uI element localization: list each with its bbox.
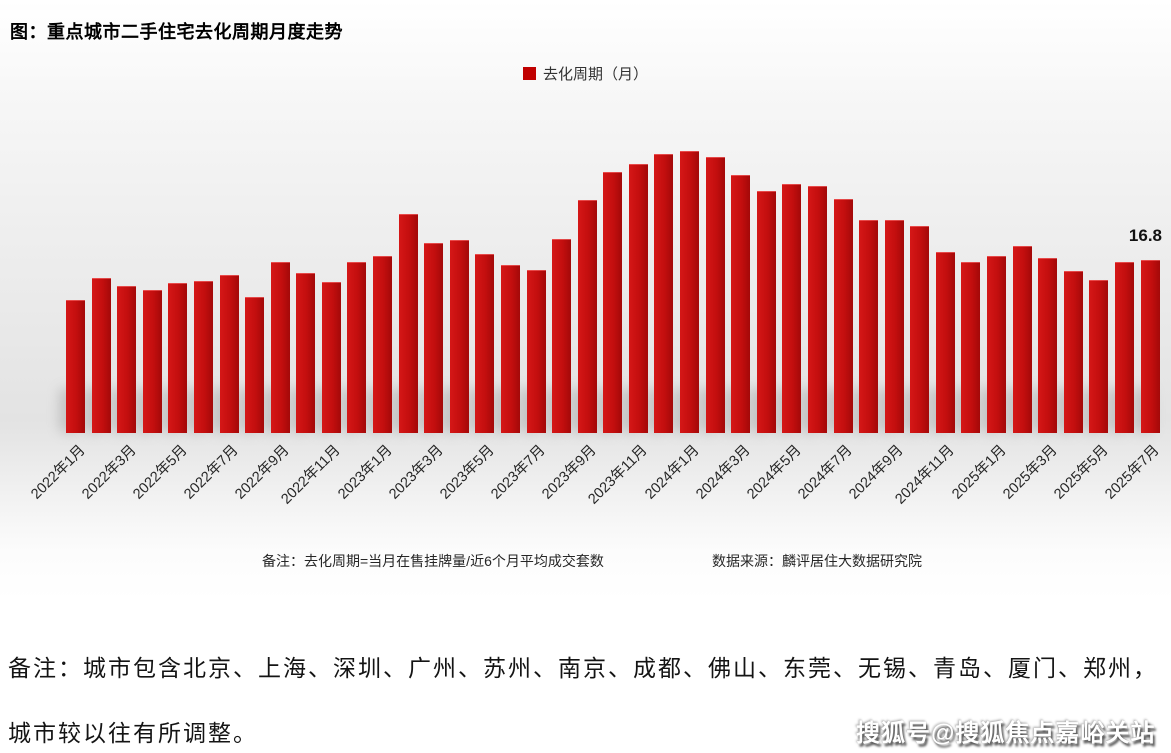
bar-2022年2月: [91, 277, 111, 433]
bar-2022年10月: [296, 272, 316, 433]
bar-2022年4月: [142, 290, 162, 433]
bar-2022年6月: [193, 280, 213, 433]
bar-2024年10月: [910, 226, 930, 433]
bar-2024年5月: [782, 184, 802, 433]
last-bar-value-label: 16.8: [1128, 226, 1162, 245]
bar-2024年11月: [935, 252, 955, 433]
destocking-cycle-chart: 图：重点城市二手住宅去化周期月度走势 去化周期（月） 2022年1月 2022年3…: [0, 0, 1171, 600]
bar-2024年9月: [884, 220, 904, 433]
bottom-note-line2: 城市较以往有所调整。: [8, 721, 258, 746]
bar-2025年1月: [987, 256, 1007, 433]
chart-footnote-source: 数据来源：麟评居住大数据研究院: [712, 553, 922, 569]
chart-footnote-formula: 备注：去化周期=当月在售挂牌量/近6个月平均成交套数: [262, 553, 604, 569]
bar-2024年7月: [833, 198, 853, 433]
bar-2022年3月: [117, 285, 137, 433]
bar-2024年4月: [756, 191, 776, 433]
bar-2023年3月: [424, 242, 444, 433]
bar-2023年11月: [628, 163, 648, 433]
bar-2024年2月: [705, 157, 725, 433]
bar-2024年3月: [731, 174, 751, 433]
bar-2023年12月: [654, 154, 674, 433]
bar-2023年10月: [603, 171, 623, 433]
bar-2024年8月: [859, 220, 879, 433]
bar-2024年6月: [807, 186, 827, 433]
legend-color-swatch: [522, 66, 536, 80]
bar-2025年7月: [1140, 260, 1160, 433]
bar-2023年8月: [552, 238, 572, 433]
legend-label: 去化周期（月）: [542, 65, 648, 83]
bar-2022年1月: [66, 300, 85, 433]
bar-2023年5月: [475, 254, 495, 433]
bar-2025年3月: [1038, 258, 1058, 433]
bar-2023年9月: [577, 199, 597, 433]
bar-plot: 2022年1月 2022年3月 2022年5月 2022年7月 2022年9月 2022年…: [28, 151, 1163, 508]
bar-2022年8月: [245, 297, 265, 433]
bar-2022年5月: [168, 282, 188, 433]
bar-2025年5月: [1089, 279, 1109, 433]
bar-2023年2月: [398, 214, 418, 433]
chart-title: 图：重点城市二手住宅去化周期月度走势: [10, 22, 343, 42]
bar-2024年1月: [680, 151, 700, 433]
bar-2022年9月: [270, 262, 290, 433]
bar-2024年12月: [961, 262, 981, 433]
bar-2023年6月: [500, 265, 520, 433]
bottom-note-line1: 备注：城市包含北京、上海、深圳、广州、苏州、南京、成都、佛山、东莞、无锡、青岛、…: [8, 656, 1158, 681]
bar-2023年4月: [449, 239, 469, 433]
bar-2022年12月: [347, 262, 367, 433]
bar-2025年2月: [1012, 245, 1032, 433]
bar-2023年7月: [526, 269, 546, 433]
bar-2022年11月: [321, 281, 341, 433]
chart-legend: 去化周期（月）: [0, 64, 1171, 83]
bar-2022年7月: [219, 274, 239, 433]
bar-2025年6月: [1114, 262, 1134, 433]
bar-2023年1月: [373, 256, 393, 433]
watermark-sohu: 搜狐号@搜狐焦点嘉峪关站: [856, 720, 1156, 747]
bar-2025年4月: [1063, 270, 1083, 433]
